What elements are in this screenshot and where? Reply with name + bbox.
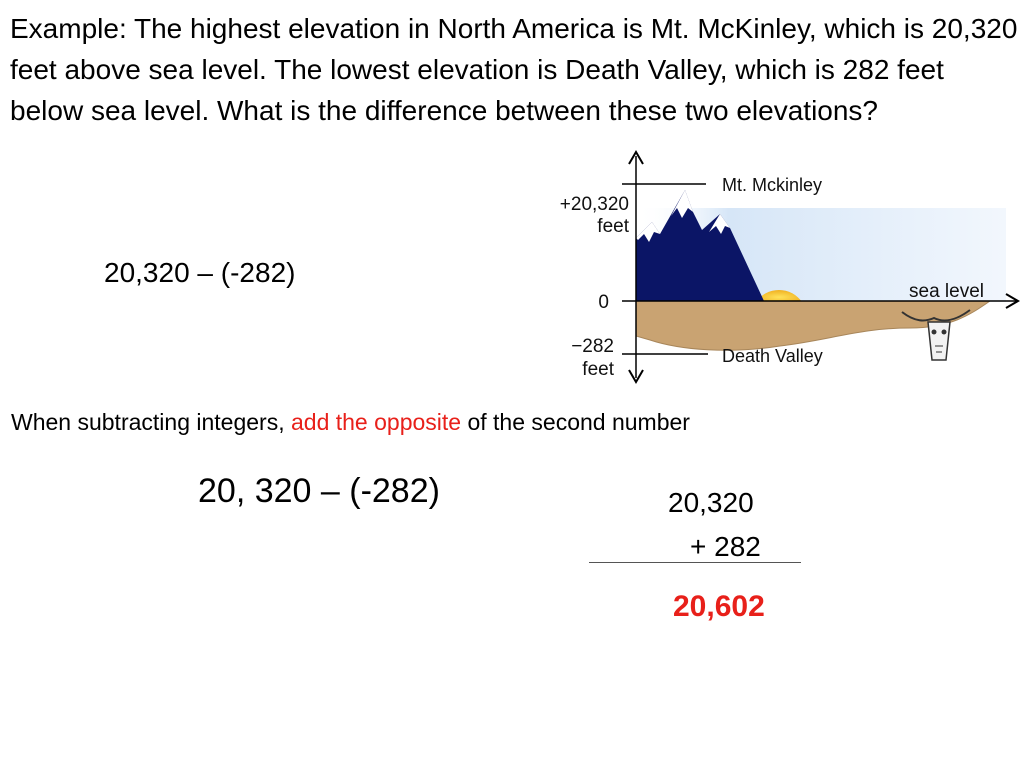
expression-2: 20, 320 – (-282) [198,472,440,510]
elevation-diagram: Mt. Mckinley +20,320 feet 0 sea level −2… [560,150,1020,384]
snow-cap [709,214,730,234]
rule-text-end: of the second number [461,409,690,435]
cow-skull-icon [901,309,971,361]
snow-cap [636,222,660,242]
subtraction-rule: When subtracting integers, add the oppos… [11,409,690,436]
sum-divider [589,562,801,563]
top-unit-label: feet [597,216,629,237]
addend-2: + 282 [690,531,761,562]
up-arrow-icon [628,150,644,165]
right-arrow-icon [1005,293,1020,309]
rule-text-start: When subtracting integers, [11,409,291,435]
bottom-unit-label: feet [582,359,614,380]
ground [635,300,992,351]
down-arrow-icon [628,369,644,384]
problem-statement: Example: The highest elevation in North … [10,13,1018,126]
bottom-value-label: −282 [571,336,614,357]
rule-highlight: add the opposite [290,409,462,435]
zero-label: 0 [598,292,609,313]
valley-label: Death Valley [722,346,823,366]
top-value-label: +20,320 [560,194,629,215]
addend-1: 20,320 [668,487,754,518]
snow-cap [671,190,693,218]
sun [756,289,802,302]
sum-result: 20,602 [673,590,765,623]
sea-level-label: sea level [909,281,984,302]
peak-label: Mt. Mckinley [722,175,822,195]
expression-1: 20,320 – (-282) [104,257,296,288]
mountain [636,190,764,301]
